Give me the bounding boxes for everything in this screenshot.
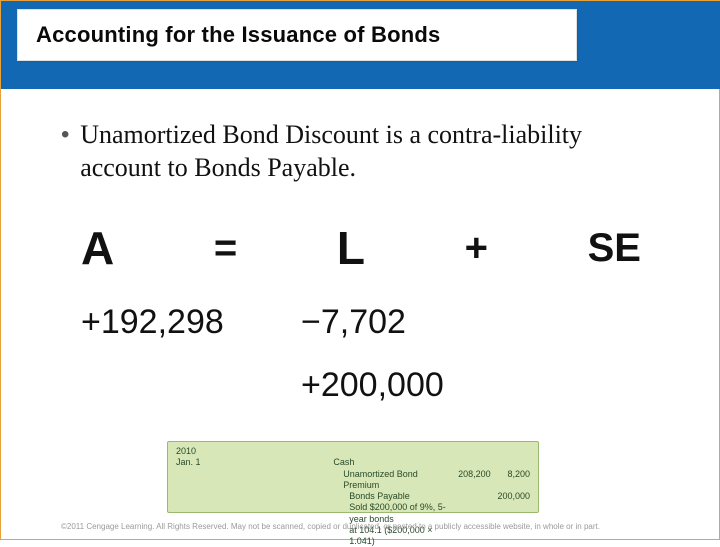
- journal-account-1: Cash: [333, 457, 451, 468]
- eq-term-equity: SE: [588, 226, 641, 271]
- slide: Accounting for the Issuance of Bonds • U…: [0, 0, 720, 540]
- journal-line-3: Bonds Payable 200,000: [176, 491, 530, 502]
- eq-row2-assets: [81, 366, 301, 405]
- eq-plus: +: [465, 226, 488, 271]
- bullet-text: Unamortized Bond Discount is a contra-li…: [80, 119, 659, 184]
- journal-date: Jan. 1: [176, 457, 333, 468]
- journal-credit-2: 8,200: [491, 469, 530, 492]
- journal-credit-3: 200,000: [491, 491, 530, 502]
- journal-line-1: Jan. 1 Cash: [176, 457, 530, 468]
- journal-account-2: Unamortized Bond Premium: [333, 469, 451, 492]
- eq-row1-assets: +192,298: [81, 303, 301, 342]
- journal-line-2: Unamortized Bond Premium 208,200 8,200: [176, 469, 530, 492]
- eq-row2-liabilities: +200,000: [301, 366, 501, 405]
- journal-account-3: Bonds Payable: [333, 491, 451, 502]
- equation-header-row: A = L + SE: [81, 221, 641, 275]
- journal-debit-3: [451, 491, 490, 502]
- body: • Unamortized Bond Discount is a contra-…: [61, 119, 659, 184]
- equation-row-2: +200,000: [81, 366, 641, 405]
- journal-credit-1: [491, 457, 530, 468]
- title-box: Accounting for the Issuance of Bonds: [17, 9, 577, 61]
- journal-year: 2010: [176, 446, 333, 457]
- slide-title: Accounting for the Issuance of Bonds: [36, 22, 440, 48]
- journal-debit-1: [451, 457, 490, 468]
- eq-term-assets: A: [81, 221, 114, 275]
- journal-debit-2: 208,200: [451, 469, 490, 492]
- accounting-equation: A = L + SE +192,298 −7,702 +200,000: [81, 221, 641, 405]
- copyright-text: ©2011 Cengage Learning. All Rights Reser…: [61, 522, 689, 531]
- eq-term-liabilities: L: [337, 221, 365, 275]
- eq-equals: =: [214, 226, 237, 271]
- journal-entry: 2010 Jan. 1 Cash Unamortized Bond Premiu…: [167, 441, 539, 513]
- journal-year-row: 2010: [176, 446, 530, 457]
- equation-row-1: +192,298 −7,702: [81, 303, 641, 342]
- eq-row1-liabilities: −7,702: [301, 303, 501, 342]
- bullet-row: • Unamortized Bond Discount is a contra-…: [61, 119, 659, 184]
- bullet-dot: •: [61, 119, 80, 151]
